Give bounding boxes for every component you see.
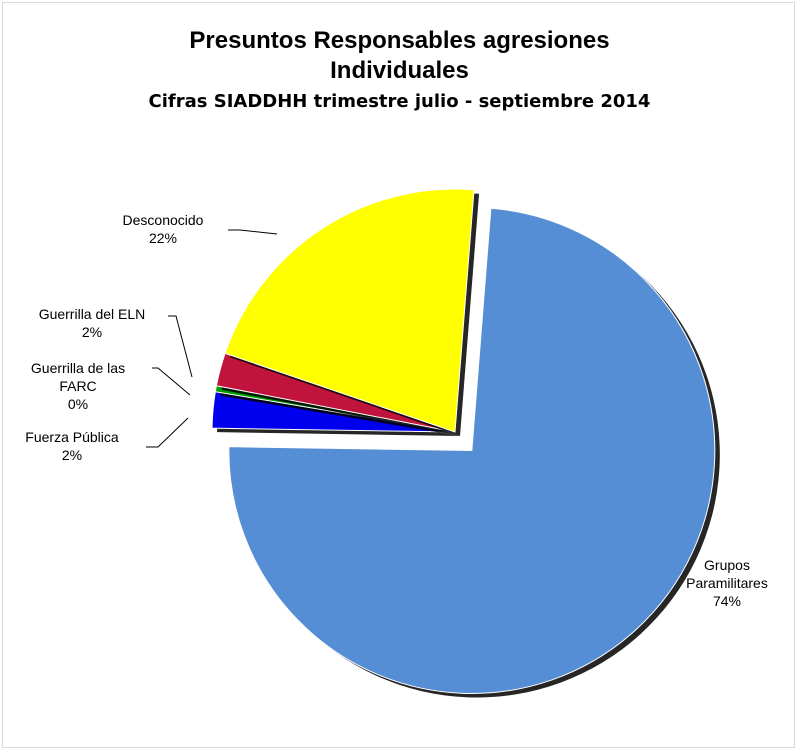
data-label-name: Paramilitares bbox=[686, 575, 768, 591]
data-label-percent: 0% bbox=[68, 396, 88, 412]
chart-title: Presuntos Responsables agresiones bbox=[189, 27, 610, 54]
data-label: Fuerza Pública 2% bbox=[25, 429, 119, 463]
data-label: Grupos Paramilitares 74% bbox=[686, 557, 768, 609]
data-label-name: FARC bbox=[59, 378, 96, 394]
leader-line bbox=[168, 315, 193, 378]
leader-line bbox=[146, 417, 189, 448]
data-label-name: Desconocido bbox=[123, 212, 204, 228]
leader-line bbox=[152, 367, 191, 396]
data-label: Desconocido 22% bbox=[123, 212, 204, 246]
data-label-percent: 2% bbox=[62, 447, 82, 463]
chart-subtitle: Cifras SIADDHH trimestre julio - septiem… bbox=[148, 91, 651, 112]
data-label: Guerrilla del ELN 2% bbox=[39, 306, 146, 340]
data-label-name: Grupos bbox=[704, 557, 750, 573]
data-label-name: Guerrilla de las bbox=[31, 360, 125, 376]
pie-slice bbox=[228, 207, 716, 694]
data-label-name: Fuerza Pública bbox=[25, 429, 119, 445]
data-label-percent: 2% bbox=[82, 324, 102, 340]
data-label-name: Guerrilla del ELN bbox=[39, 306, 146, 322]
pie-slice bbox=[224, 188, 475, 433]
data-label-percent: 74% bbox=[713, 593, 741, 609]
leader-line bbox=[228, 229, 278, 235]
data-label-percent: 22% bbox=[149, 230, 177, 246]
data-label: Guerrilla de las FARC 0% bbox=[31, 360, 125, 412]
chart-title-line2: Individuales bbox=[330, 57, 469, 84]
